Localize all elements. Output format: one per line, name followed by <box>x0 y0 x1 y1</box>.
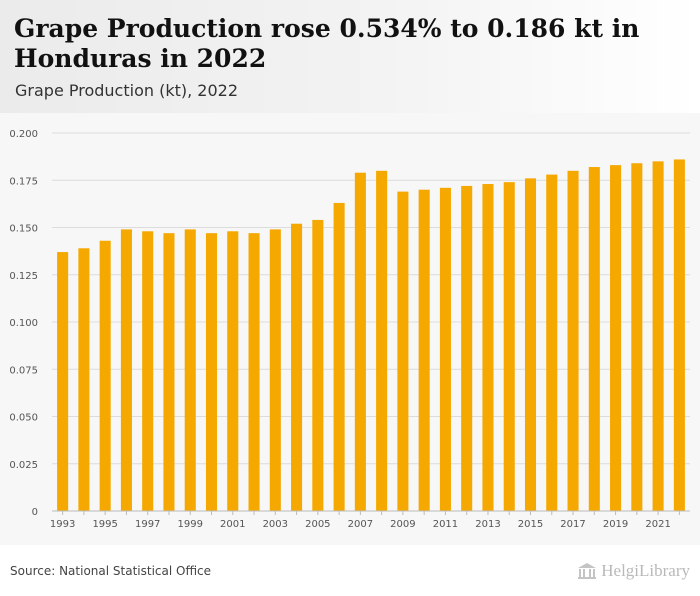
bar-1996 <box>120 229 132 511</box>
x-tick-label: 2019 <box>603 519 628 530</box>
x-tick-label: 2011 <box>433 519 458 530</box>
library-building-icon <box>578 563 597 579</box>
bar-2021 <box>652 161 664 511</box>
bar-2020 <box>631 163 643 512</box>
y-tick-label: 0 <box>32 507 38 518</box>
y-tick-label: 0.050 <box>9 413 38 424</box>
x-tick-label: 1997 <box>135 519 160 530</box>
bar-1998 <box>163 233 175 512</box>
chart-area: 0 0.025 0.050 0.075 0.100 0.125 0.150 0.175 0.20… <box>0 113 700 545</box>
bar-2014 <box>503 182 515 511</box>
bar-1999 <box>184 229 196 511</box>
x-tick-label: 2015 <box>518 519 543 530</box>
x-tick-label: 1993 <box>50 519 75 530</box>
bar-2013 <box>482 184 494 511</box>
x-tick-label: 2021 <box>645 519 670 530</box>
bar-chart: 0 0.025 0.050 0.075 0.100 0.125 0.150 0.175 0.20… <box>9 129 690 530</box>
bar-2018 <box>588 167 600 511</box>
chart-title: Grape Production rose 0.534% to 0.186 kt… <box>14 14 640 73</box>
x-tick-label: 2017 <box>560 519 585 530</box>
bar-1993 <box>57 252 69 511</box>
bar-2017 <box>567 170 579 512</box>
bar-2007 <box>354 172 366 511</box>
y-tick-label: 0.200 <box>9 129 38 140</box>
bar-2010 <box>418 189 430 511</box>
bar-1997 <box>142 231 154 511</box>
bar-1995 <box>99 240 111 511</box>
logo-text: HelgiLibrary <box>601 561 690 580</box>
bar-2015 <box>524 178 537 512</box>
y-tick-label: 0.100 <box>9 318 38 329</box>
bar-2016 <box>546 174 558 511</box>
chart-subtitle: Grape Production (kt), 2022 <box>15 81 238 100</box>
bar-2019 <box>610 165 622 511</box>
x-tick-label: 2001 <box>220 519 245 530</box>
x-tick-label: 1995 <box>92 519 117 530</box>
x-tick-label: 2005 <box>305 519 330 530</box>
source-note: Source: National Statistical Office <box>10 564 212 578</box>
bar-2001 <box>227 231 239 511</box>
bar-2006 <box>333 202 345 511</box>
bar-2004 <box>291 223 303 511</box>
x-tick-label: 2013 <box>475 519 500 530</box>
y-tick-label: 0.125 <box>9 271 38 282</box>
bar-2011 <box>439 187 451 511</box>
y-tick-label: 0.150 <box>9 224 38 235</box>
bar-2009 <box>397 191 409 511</box>
x-tick-label: 1999 <box>178 519 203 530</box>
bar-2002 <box>248 233 260 512</box>
y-tick-label: 0.075 <box>9 365 38 376</box>
bar-2003 <box>269 229 281 511</box>
helgilibrary-logo: HelgiLibrary <box>577 561 690 581</box>
bar-2022 <box>673 159 685 511</box>
x-tick-label: 2007 <box>348 519 373 530</box>
bar-2000 <box>205 233 218 512</box>
header-banner: Grape Production rose 0.534% to 0.186 kt… <box>0 0 700 113</box>
bar-1994 <box>78 248 90 512</box>
bar-2008 <box>376 170 388 512</box>
x-tick-label: 2003 <box>263 519 288 530</box>
y-tick-label: 0.175 <box>9 176 38 187</box>
y-tick-label: 0.025 <box>9 460 38 471</box>
x-tick-label: 2009 <box>390 519 415 530</box>
bar-2012 <box>461 185 473 512</box>
bar-2005 <box>312 219 324 511</box>
